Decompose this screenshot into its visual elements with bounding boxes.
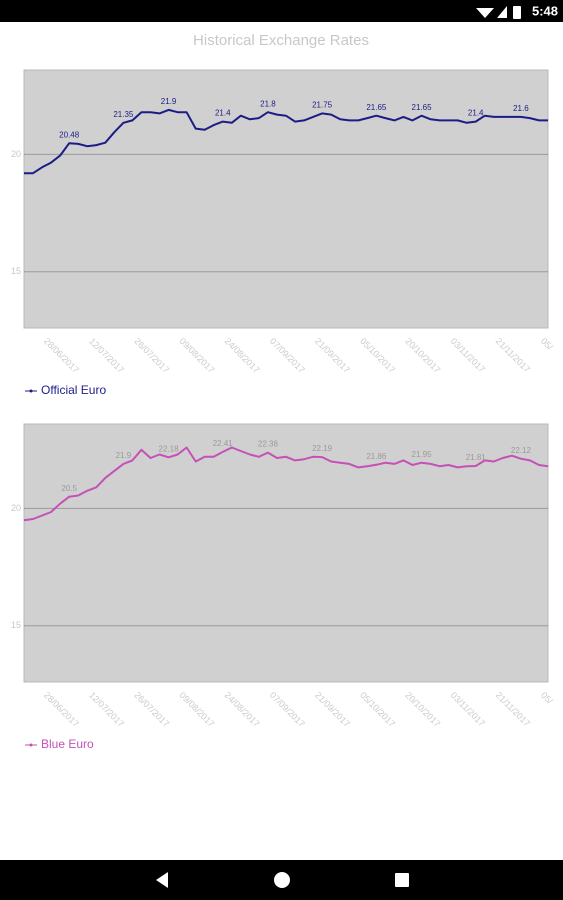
x-tick-label: 21/09/2017	[313, 336, 352, 375]
x-tick-label: 07/09/2017	[268, 690, 307, 729]
data-label: 21.75	[312, 101, 333, 110]
x-tick-label: 03/11/2017	[449, 336, 487, 374]
signal-icon	[497, 6, 507, 18]
plot-area	[23, 423, 549, 683]
x-tick-label: 24/08/2017	[223, 336, 262, 375]
data-label: 20.48	[59, 130, 80, 139]
x-tick-label: 12/07/2017	[87, 690, 126, 729]
page-title: Historical Exchange Rates	[193, 32, 369, 49]
recents-button[interactable]	[395, 873, 409, 887]
y-tick-label: 15	[11, 266, 21, 276]
x-tick-label: 05/10/2017	[358, 336, 397, 375]
x-tick-label: 28/06/2017	[42, 690, 81, 729]
x-tick-label: 07/09/2017	[268, 336, 307, 375]
x-tick-label: 12/07/2017	[87, 336, 126, 375]
home-button[interactable]	[274, 872, 290, 888]
y-tick-label: 20	[11, 149, 21, 159]
wifi-icon	[476, 8, 494, 18]
x-tick-label: 09/08/2017	[178, 690, 217, 729]
data-label: 21.35	[113, 110, 134, 119]
x-tick-label: 20/10/2017	[403, 690, 442, 729]
data-label: 21.9	[116, 451, 132, 460]
x-tick-label: 03/11/2017	[449, 690, 487, 728]
x-tick-label: 28/06/2017	[42, 336, 81, 375]
y-tick-label: 20	[11, 503, 21, 513]
x-tick-label: 26/07/2017	[132, 690, 171, 729]
data-label: 21.81	[466, 453, 487, 462]
x-tick-label: 26/07/2017	[132, 336, 171, 375]
data-label: 21.86	[366, 452, 387, 461]
data-label: 22.18	[159, 444, 180, 453]
x-tick-label: 05/	[539, 336, 555, 352]
x-tick-label: 21/09/2017	[313, 690, 352, 729]
data-label: 20.5	[61, 484, 77, 493]
data-label: 22.41	[213, 439, 234, 448]
data-label: 21.9	[161, 97, 177, 106]
data-label: 21.95	[412, 450, 433, 459]
x-tick-label: 09/08/2017	[178, 336, 217, 375]
series-line	[24, 108, 548, 175]
x-tick-label: 20/10/2017	[403, 336, 442, 375]
legend-marker	[29, 743, 33, 747]
data-label: 21.8	[260, 99, 276, 108]
data-label: 22.12	[511, 446, 532, 455]
clock: 5:48	[532, 3, 558, 18]
data-label: 21.4	[215, 109, 231, 118]
status-bar	[0, 0, 563, 22]
data-label: 21.4	[468, 109, 484, 118]
battery-icon	[513, 6, 521, 19]
data-label: 22.38	[258, 440, 279, 449]
y-tick-label: 15	[11, 620, 21, 630]
plot-area	[23, 69, 549, 329]
x-tick-label: 24/08/2017	[223, 690, 262, 729]
legend-label: Blue Euro	[41, 737, 94, 751]
back-button[interactable]	[156, 872, 168, 888]
data-label: 21.6	[513, 104, 529, 113]
data-label: 21.65	[412, 103, 433, 112]
data-label: 21.65	[366, 103, 387, 112]
x-tick-label: 21/11/2017	[494, 336, 532, 374]
data-label: 22.19	[312, 444, 333, 453]
x-tick-label: 05/10/2017	[358, 690, 397, 729]
x-tick-label: 05/	[539, 690, 555, 706]
x-tick-label: 21/11/2017	[494, 690, 532, 728]
legend-marker	[29, 389, 33, 393]
series-line	[23, 446, 549, 522]
legend-label: Official Euro	[41, 383, 106, 397]
